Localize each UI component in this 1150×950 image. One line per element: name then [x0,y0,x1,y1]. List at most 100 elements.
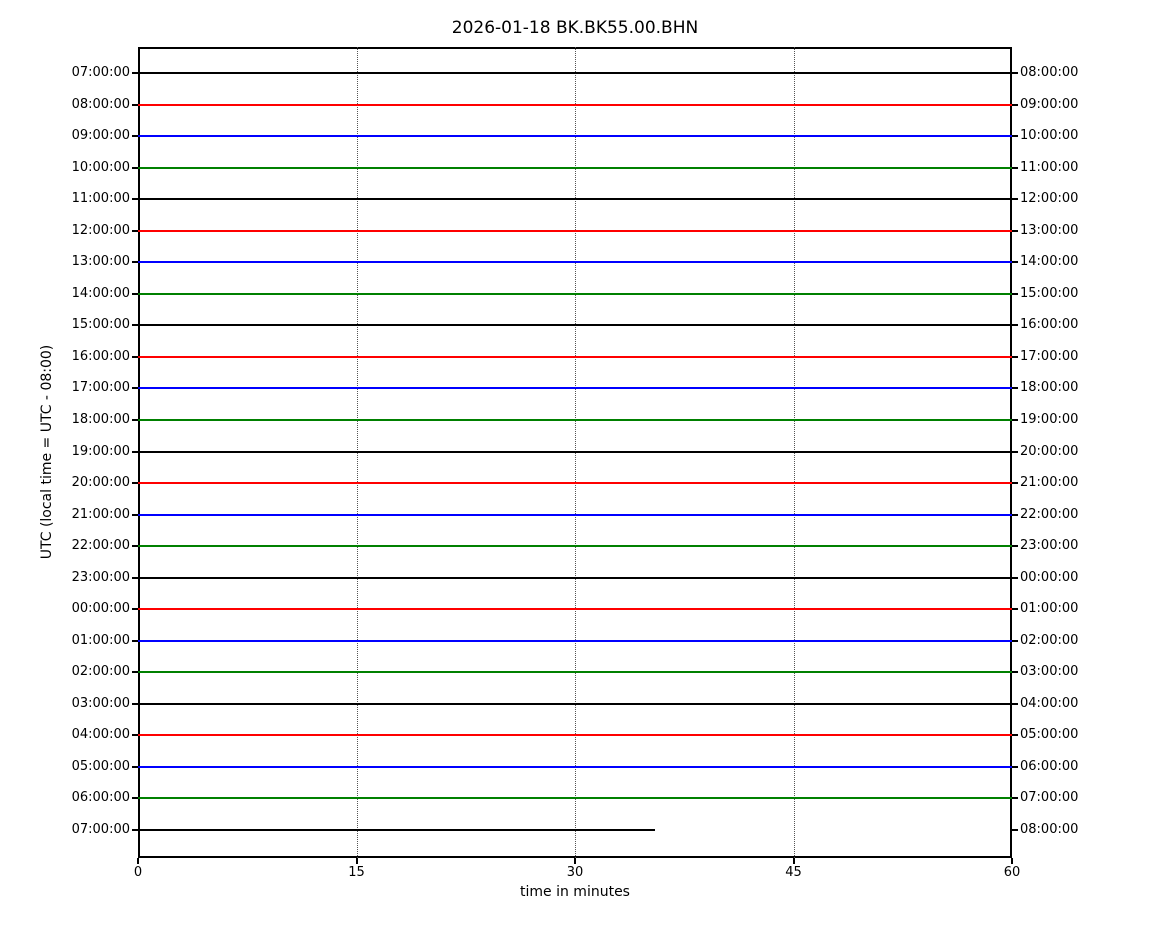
local-time-label: 18:00:00 [1020,379,1120,397]
seismogram-trace [138,734,1012,736]
utc-time-label: 01:00:00 [30,632,130,650]
local-time-label: 02:00:00 [1020,632,1120,650]
x-tick-mark [356,858,358,864]
x-tick-label: 15 [327,865,387,881]
utc-time-label: 04:00:00 [30,726,130,744]
seismogram-trace [138,230,1012,232]
right-tick-mark [1012,167,1018,169]
local-time-label: 13:00:00 [1020,222,1120,240]
right-tick-mark [1012,671,1018,673]
local-time-label: 14:00:00 [1020,253,1120,271]
seismogram-trace [138,356,1012,358]
right-tick-mark [1012,419,1018,421]
seismogram-trace [138,198,1012,200]
local-time-label: 20:00:00 [1020,443,1120,461]
seismogram-trace [138,419,1012,421]
right-tick-mark [1012,230,1018,232]
left-tick-mark [132,640,138,642]
left-tick-mark [132,766,138,768]
seismogram-trace [138,104,1012,106]
local-time-label: 16:00:00 [1020,316,1120,334]
seismogram-trace [138,293,1012,295]
left-tick-mark [132,545,138,547]
left-tick-mark [132,198,138,200]
seismogram-trace [138,167,1012,169]
utc-time-label: 09:00:00 [30,127,130,145]
left-tick-mark [132,734,138,736]
local-time-label: 04:00:00 [1020,695,1120,713]
left-tick-mark [132,104,138,106]
seismogram-trace [138,766,1012,768]
seismogram-trace [138,829,655,831]
left-tick-mark [132,577,138,579]
local-time-label: 19:00:00 [1020,411,1120,429]
left-tick-mark [132,72,138,74]
local-time-label: 22:00:00 [1020,506,1120,524]
left-tick-mark [132,230,138,232]
x-tick-label: 30 [545,865,605,881]
left-tick-mark [132,167,138,169]
left-tick-mark [132,797,138,799]
left-tick-mark [132,451,138,453]
left-tick-mark [132,356,138,358]
seismogram-trace [138,451,1012,453]
right-tick-mark [1012,135,1018,137]
x-tick-mark [137,858,139,864]
left-tick-mark [132,419,138,421]
utc-time-label: 21:00:00 [30,506,130,524]
left-tick-mark [132,703,138,705]
utc-time-label: 23:00:00 [30,569,130,587]
seismogram-trace [138,261,1012,263]
x-tick-label: 0 [108,865,168,881]
utc-time-label: 14:00:00 [30,285,130,303]
utc-time-label: 02:00:00 [30,663,130,681]
seismogram-trace [138,324,1012,326]
utc-time-label: 00:00:00 [30,600,130,618]
x-tick-mark [574,858,576,864]
local-time-label: 12:00:00 [1020,190,1120,208]
utc-time-label: 11:00:00 [30,190,130,208]
chart-title: 2026-01-18 BK.BK55.00.BHN [0,15,1150,41]
left-tick-mark [132,261,138,263]
local-time-label: 15:00:00 [1020,285,1120,303]
local-time-label: 03:00:00 [1020,663,1120,681]
utc-time-label: 06:00:00 [30,789,130,807]
local-time-label: 06:00:00 [1020,758,1120,776]
utc-time-label: 16:00:00 [30,348,130,366]
right-tick-mark [1012,72,1018,74]
local-time-label: 01:00:00 [1020,600,1120,618]
seismogram-trace [138,387,1012,389]
seismogram-trace [138,514,1012,516]
seismogram-trace [138,797,1012,799]
right-tick-mark [1012,451,1018,453]
right-tick-mark [1012,577,1018,579]
utc-time-label: 13:00:00 [30,253,130,271]
seismogram-trace [138,482,1012,484]
seismogram-trace [138,608,1012,610]
x-tick-mark [793,858,795,864]
utc-time-label: 18:00:00 [30,411,130,429]
utc-time-label: 17:00:00 [30,379,130,397]
x-tick-label: 60 [982,865,1042,881]
dayplot-figure: 2026-01-18 BK.BK55.00.BHN UTC (local tim… [0,0,1150,950]
local-time-label: 17:00:00 [1020,348,1120,366]
right-tick-mark [1012,514,1018,516]
seismogram-trace [138,671,1012,673]
right-tick-mark [1012,104,1018,106]
left-tick-mark [132,324,138,326]
local-time-label: 00:00:00 [1020,569,1120,587]
local-time-label: 05:00:00 [1020,726,1120,744]
seismogram-trace [138,135,1012,137]
right-tick-mark [1012,387,1018,389]
left-tick-mark [132,482,138,484]
local-time-label: 07:00:00 [1020,789,1120,807]
left-tick-mark [132,514,138,516]
right-tick-mark [1012,766,1018,768]
local-time-label: 08:00:00 [1020,64,1120,82]
local-time-label: 08:00:00 [1020,821,1120,839]
x-tick-mark [1011,858,1013,864]
seismogram-trace [138,640,1012,642]
left-tick-mark [132,829,138,831]
left-tick-mark [132,293,138,295]
right-tick-mark [1012,640,1018,642]
